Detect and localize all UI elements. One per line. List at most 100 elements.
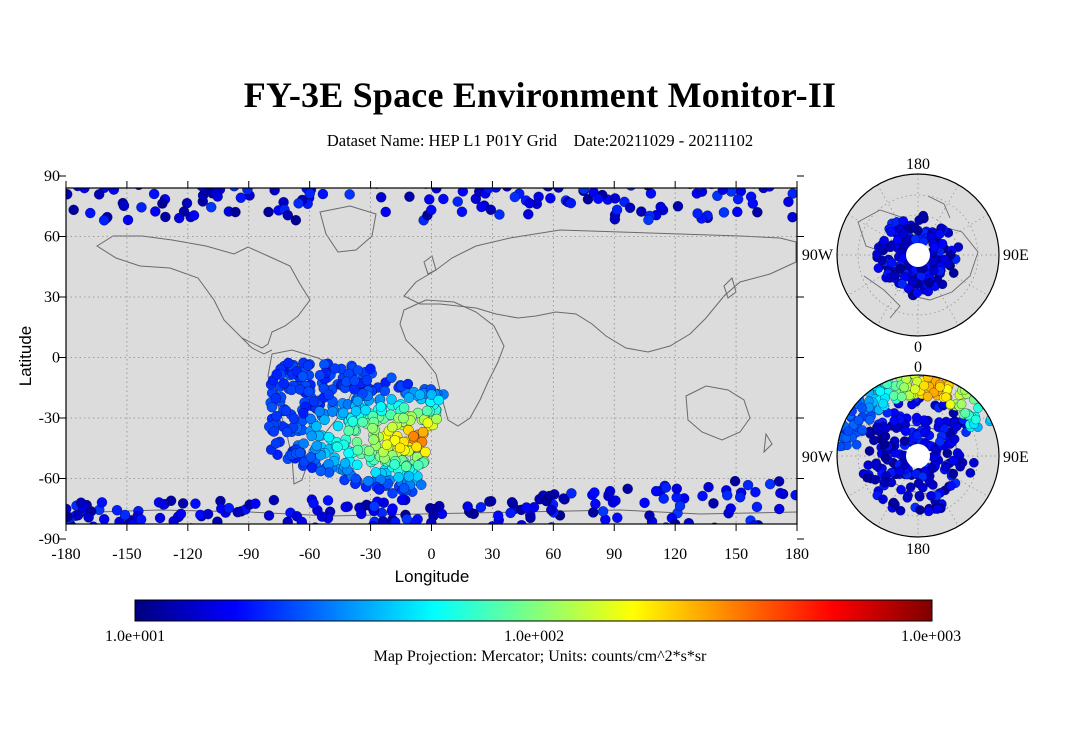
data-point-saa bbox=[387, 421, 398, 433]
polar-grid-ring bbox=[877, 214, 959, 296]
data-point-south-belt bbox=[75, 497, 87, 508]
data-point-south-belt bbox=[150, 527, 160, 537]
north-polar-map: 180 90W 90E 0 bbox=[802, 156, 1029, 356]
data-point-north-belt bbox=[456, 206, 468, 217]
data-point-saa bbox=[408, 431, 419, 442]
data-point-south-belt bbox=[396, 526, 406, 536]
data-point-north-belt bbox=[238, 188, 242, 189]
data-point-south-belt bbox=[419, 529, 429, 539]
data-point-saa bbox=[400, 461, 412, 472]
data-point-saa bbox=[352, 444, 364, 456]
south-polar-data-point bbox=[880, 423, 891, 434]
data-point-saa bbox=[411, 441, 422, 453]
new-zealand-coast bbox=[763, 432, 773, 454]
data-point-north-belt bbox=[334, 177, 344, 187]
data-point-south-belt bbox=[708, 498, 719, 509]
data-point-saa bbox=[422, 405, 433, 417]
data-point-saa bbox=[329, 363, 341, 374]
south-polar-saa-point bbox=[922, 391, 933, 402]
uk-coast bbox=[423, 255, 437, 275]
data-point-north-belt bbox=[376, 192, 387, 203]
data-point-north-belt bbox=[624, 202, 636, 213]
data-point-saa bbox=[420, 446, 431, 458]
north-polar-data-point bbox=[923, 286, 933, 297]
south-polar-saa-point bbox=[941, 392, 951, 403]
data-point-south-belt bbox=[72, 510, 84, 521]
south-polar-data-point bbox=[889, 415, 900, 426]
north-polar-data-point bbox=[929, 243, 940, 253]
data-point-south-belt bbox=[674, 500, 686, 512]
south-polar-data-point bbox=[926, 491, 936, 501]
south-polar-data-point bbox=[919, 415, 929, 425]
greenland-coast bbox=[319, 205, 377, 253]
y-tick-label: -60 bbox=[39, 471, 60, 488]
north-polar-data-point bbox=[910, 234, 921, 244]
data-point-saa bbox=[398, 402, 410, 414]
data-point-north-belt bbox=[553, 188, 564, 193]
south-polar-cap bbox=[906, 444, 930, 468]
data-point-south-belt bbox=[484, 496, 495, 507]
data-point-saa bbox=[294, 447, 306, 458]
x-tick-label: -150 bbox=[112, 546, 141, 563]
data-point-north-belt bbox=[212, 191, 223, 202]
data-point-south-belt bbox=[748, 520, 759, 524]
north-polar-data-point bbox=[918, 210, 929, 221]
data-point-south-belt bbox=[493, 510, 504, 521]
south-polar-data-point bbox=[969, 457, 979, 468]
data-point-saa bbox=[319, 414, 330, 426]
colorbar: 1.0e+001 1.0e+002 1.0e+003 Map Projectio… bbox=[105, 599, 961, 665]
data-point-south-belt bbox=[254, 527, 264, 537]
north-polar-data-point bbox=[912, 287, 922, 298]
data-point-north-belt bbox=[395, 173, 405, 183]
data-point-north-belt bbox=[153, 175, 163, 185]
data-point-south-belt bbox=[119, 509, 131, 521]
data-point-south-belt bbox=[168, 516, 179, 524]
data-point-south-belt bbox=[296, 516, 308, 524]
data-point-saa bbox=[306, 430, 317, 442]
data-point-saa bbox=[305, 413, 316, 424]
data-point-south-belt bbox=[250, 498, 261, 509]
data-point-saa bbox=[398, 483, 410, 494]
south-polar-data-point bbox=[862, 472, 873, 483]
data-point-saa bbox=[365, 363, 376, 374]
data-point-north-belt bbox=[542, 188, 553, 191]
south-polar-saa-point bbox=[854, 415, 864, 425]
data-point-north-belt bbox=[196, 188, 207, 192]
data-point-north-belt bbox=[293, 198, 304, 209]
x-axis-label: Longitude bbox=[395, 567, 470, 586]
north-polar-bottom-label: 0 bbox=[914, 339, 922, 356]
data-point-north-belt bbox=[404, 191, 415, 202]
data-point-north-belt bbox=[545, 193, 556, 204]
data-point-south-belt bbox=[588, 507, 599, 518]
data-point-south-belt bbox=[729, 476, 741, 487]
data-point-south-belt bbox=[546, 504, 557, 516]
data-point-north-belt bbox=[122, 214, 134, 226]
data-point-north-belt bbox=[85, 207, 96, 219]
data-point-north-belt bbox=[344, 189, 355, 200]
data-point-south-belt bbox=[520, 528, 530, 538]
data-point-saa bbox=[403, 471, 415, 482]
north-polar-data-point bbox=[892, 235, 903, 246]
south-polar-data-point bbox=[948, 469, 959, 479]
data-point-south-belt bbox=[622, 483, 633, 494]
south-polar-data-point bbox=[965, 468, 976, 478]
data-point-north-belt bbox=[747, 198, 759, 209]
data-point-south-belt bbox=[127, 519, 138, 524]
data-point-south-belt bbox=[658, 493, 669, 504]
data-point-north-belt bbox=[173, 212, 185, 224]
data-point-saa bbox=[343, 425, 354, 436]
data-point-north-belt bbox=[565, 197, 577, 209]
data-point-south-belt bbox=[505, 507, 516, 519]
north-polar-data-point bbox=[898, 229, 908, 239]
data-point-saa bbox=[338, 407, 349, 419]
data-point-saa bbox=[370, 467, 381, 478]
data-point-north-belt bbox=[452, 196, 463, 207]
south-polar-data-point bbox=[930, 444, 940, 454]
data-point-saa bbox=[288, 413, 300, 424]
data-point-south-belt bbox=[775, 487, 786, 499]
data-point-south-belt bbox=[356, 508, 367, 520]
north-polar-data-point bbox=[886, 227, 896, 237]
data-point-south-belt bbox=[243, 523, 246, 524]
data-point-south-belt bbox=[387, 503, 398, 514]
